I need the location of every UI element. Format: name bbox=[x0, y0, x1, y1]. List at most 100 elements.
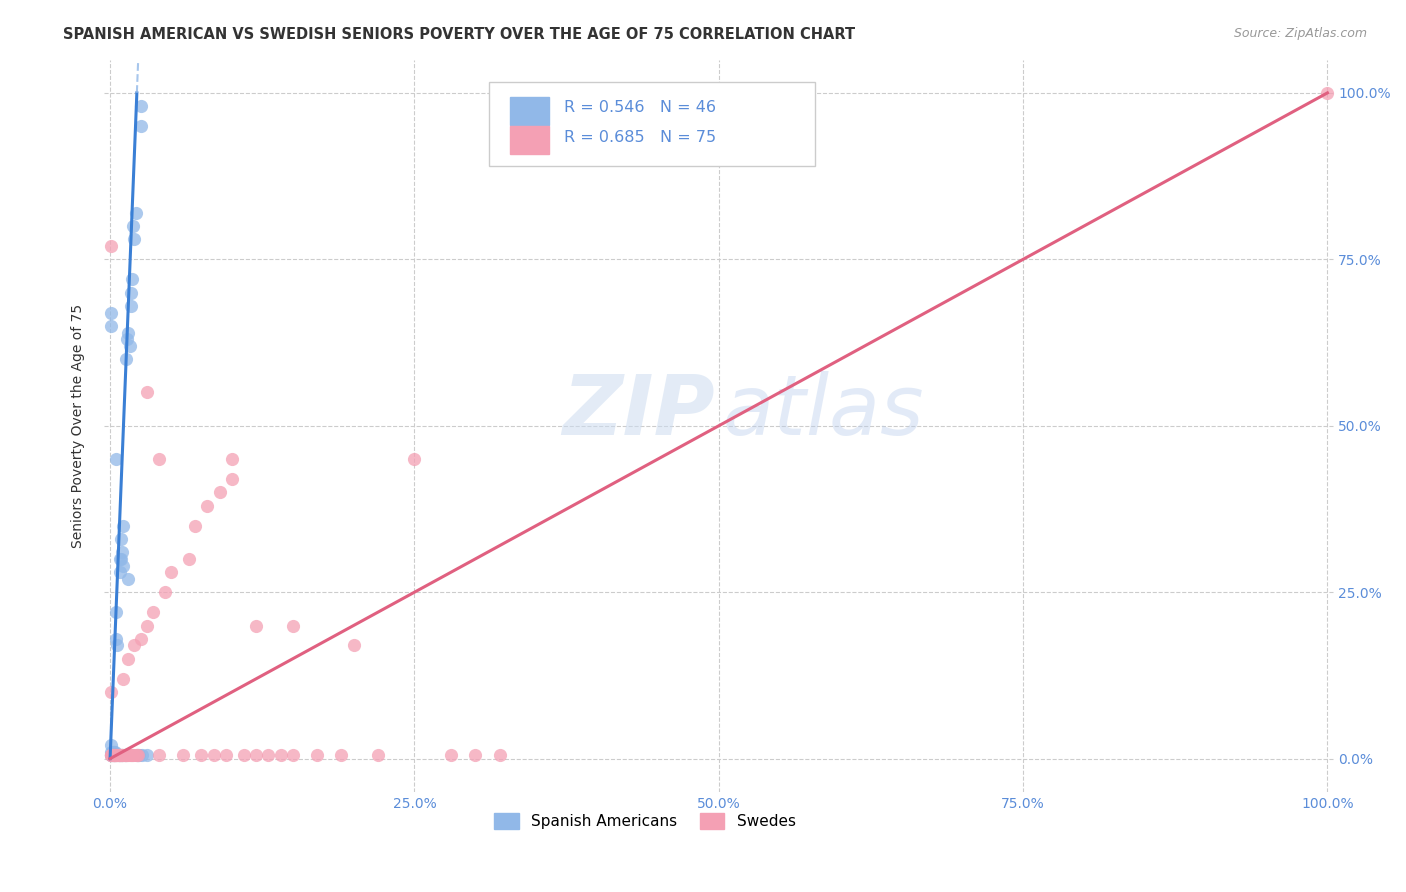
Point bbox=[100, 239, 122, 253]
Point bbox=[112, 518, 135, 533]
Point bbox=[184, 518, 207, 533]
Point bbox=[120, 285, 142, 300]
Point bbox=[104, 745, 127, 759]
Text: Source: ZipAtlas.com: Source: ZipAtlas.com bbox=[1233, 27, 1367, 40]
Point bbox=[105, 748, 128, 763]
Point bbox=[127, 748, 149, 763]
Point bbox=[245, 618, 267, 632]
Legend: Spanish Americans, Swedes: Spanish Americans, Swedes bbox=[488, 807, 801, 836]
Point bbox=[245, 748, 267, 763]
Point bbox=[105, 632, 128, 646]
Point bbox=[101, 745, 124, 759]
Point bbox=[107, 748, 129, 763]
Point bbox=[121, 748, 143, 763]
Point bbox=[124, 205, 146, 219]
Point bbox=[105, 748, 128, 763]
Point bbox=[117, 326, 139, 340]
Point bbox=[100, 305, 122, 319]
Point bbox=[215, 748, 238, 763]
Point bbox=[103, 748, 125, 763]
FancyBboxPatch shape bbox=[510, 97, 550, 125]
Point bbox=[111, 748, 134, 763]
Point bbox=[100, 685, 122, 699]
Point bbox=[105, 452, 128, 467]
Point bbox=[103, 748, 125, 763]
Point bbox=[107, 748, 129, 763]
Point bbox=[281, 618, 304, 632]
Point bbox=[107, 748, 129, 763]
Point bbox=[153, 585, 176, 599]
Y-axis label: Seniors Poverty Over the Age of 75: Seniors Poverty Over the Age of 75 bbox=[72, 303, 86, 548]
Point bbox=[342, 639, 364, 653]
Point bbox=[148, 748, 170, 763]
Point bbox=[221, 452, 243, 467]
Point bbox=[108, 566, 131, 580]
Point bbox=[101, 745, 124, 759]
Point bbox=[122, 219, 145, 233]
Point bbox=[114, 748, 136, 763]
Point bbox=[148, 452, 170, 467]
Point bbox=[114, 748, 136, 763]
Point bbox=[121, 272, 143, 286]
FancyBboxPatch shape bbox=[510, 127, 550, 154]
Point bbox=[125, 748, 148, 763]
Point bbox=[257, 748, 280, 763]
Point bbox=[221, 472, 243, 486]
Point bbox=[100, 748, 122, 763]
Point bbox=[110, 552, 132, 566]
Point bbox=[125, 748, 148, 763]
Point bbox=[305, 748, 328, 763]
Point bbox=[172, 748, 194, 763]
Point bbox=[135, 618, 157, 632]
Point bbox=[111, 748, 134, 763]
Point bbox=[111, 748, 134, 763]
Point bbox=[124, 232, 146, 246]
Point bbox=[128, 748, 150, 763]
Point bbox=[107, 748, 129, 763]
Text: R = 0.685   N = 75: R = 0.685 N = 75 bbox=[564, 129, 716, 145]
Point bbox=[488, 748, 510, 763]
Point bbox=[115, 748, 138, 763]
Point bbox=[100, 748, 122, 763]
Text: atlas: atlas bbox=[723, 371, 924, 451]
Point bbox=[208, 485, 231, 500]
Point bbox=[127, 748, 149, 763]
Point bbox=[124, 748, 146, 763]
Point bbox=[124, 639, 146, 653]
Point bbox=[104, 748, 127, 763]
Point bbox=[440, 748, 463, 763]
Point bbox=[100, 745, 122, 759]
Point bbox=[270, 748, 292, 763]
Point bbox=[103, 745, 125, 759]
Point bbox=[115, 748, 138, 763]
Point bbox=[117, 572, 139, 586]
Point bbox=[105, 639, 128, 653]
Point bbox=[330, 748, 353, 763]
Point bbox=[120, 748, 142, 763]
Point bbox=[101, 748, 124, 763]
Point bbox=[404, 452, 426, 467]
Point bbox=[202, 748, 225, 763]
Point bbox=[131, 748, 153, 763]
Point bbox=[108, 748, 131, 763]
Point bbox=[115, 352, 138, 367]
Point bbox=[115, 332, 138, 346]
Point bbox=[160, 566, 183, 580]
Point bbox=[103, 748, 125, 763]
Point bbox=[135, 748, 157, 763]
Text: R = 0.546   N = 46: R = 0.546 N = 46 bbox=[564, 101, 716, 115]
Point bbox=[111, 545, 134, 559]
Point bbox=[135, 385, 157, 400]
Point bbox=[190, 748, 212, 763]
Point bbox=[104, 748, 127, 763]
Point bbox=[1316, 86, 1339, 100]
Point bbox=[105, 748, 128, 763]
Text: ZIP: ZIP bbox=[562, 371, 716, 451]
Point bbox=[233, 748, 256, 763]
Point bbox=[117, 652, 139, 666]
Point bbox=[112, 672, 135, 686]
Point bbox=[104, 748, 127, 763]
Point bbox=[129, 632, 152, 646]
Point bbox=[100, 748, 122, 763]
Point bbox=[118, 748, 141, 763]
